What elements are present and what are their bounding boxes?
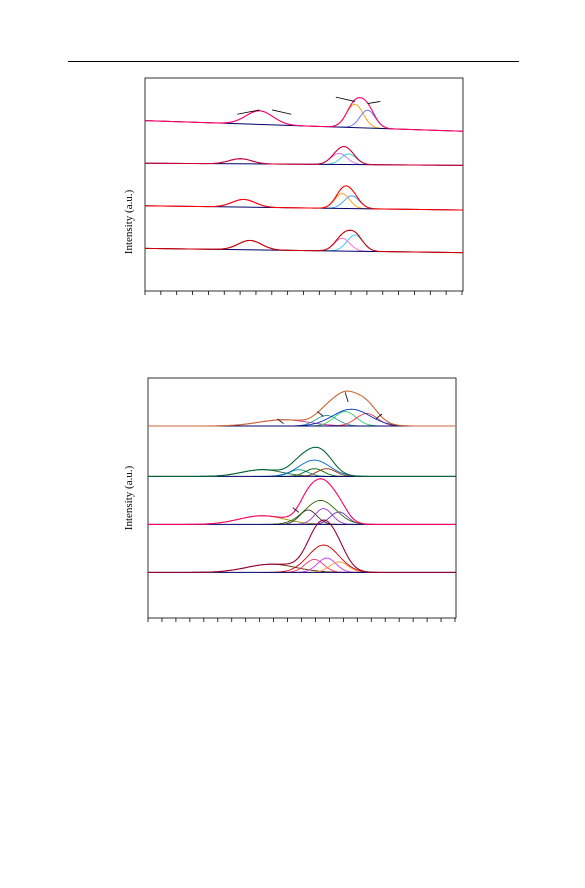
top-traces [144,96,464,254]
bottom-x-ticks [147,618,456,622]
top-trace-4-peak-2 [311,237,373,252]
bottom-trace-1-callout-2 [317,411,324,417]
top-trace-1-peak-2 [321,103,388,130]
bottom-trace-2 [148,446,456,477]
top-chart: Intensity (a.u.) [123,77,464,295]
bottom-trace-4-peak-3 [289,557,364,573]
bottom-plot-frame [147,377,457,619]
top-trace-2-peak-2 [307,152,371,166]
top-trace-1-envelope [144,97,464,132]
top-trace-4 [144,229,464,254]
bottom-trace-4-peak-1 [172,563,370,573]
bottom-traces [148,390,456,573]
top-trace-1-callout-3 [335,96,355,102]
top-trace-4-peak-3 [323,234,387,253]
top-trace-3-peak-2 [312,193,371,210]
bottom-trace-1 [148,390,456,427]
top-trace-2 [144,145,464,166]
header-rule [68,61,519,62]
bottom-trace-4-envelope [148,519,456,573]
top-trace-2-envelope [145,145,463,166]
top-plot-frame [144,77,464,292]
top-trace-4-envelope [145,229,464,254]
top-trace-1-callout-4 [367,101,381,104]
top-trace-3 [144,185,464,211]
top-y-axis-label: Intensity (a.u.) [123,189,135,254]
top-trace-1 [144,96,464,132]
top-trace-1-callout-2 [272,109,292,115]
bottom-chart: Intensity (a.u.) [123,377,457,622]
top-trace-1-peak-1 [206,110,313,127]
bottom-trace-1-callout-3 [344,392,349,403]
bottom-trace-2-envelope [148,446,456,477]
bottom-trace-1-peak-5 [277,408,426,427]
bottom-y-axis-label: Intensity (a.u.) [123,465,135,530]
bottom-trace-1-envelope [148,390,456,427]
bottom-trace-3-envelope [148,478,456,525]
bottom-trace-3 [148,478,456,525]
bottom-trace-1-callout-1 [277,418,284,424]
top-x-ticks [144,291,463,295]
bottom-trace-4 [148,519,456,573]
bottom-trace-1-callout-4 [375,413,383,420]
bottom-trace-3-callout-1 [292,507,300,513]
top-trace-1-callout-1 [237,109,260,115]
top-trace-3-envelope [145,185,464,211]
